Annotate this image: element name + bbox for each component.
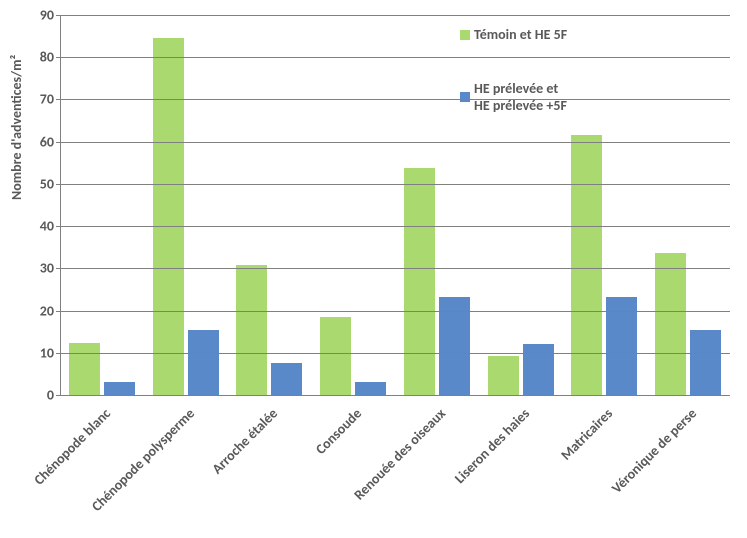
bar-group [488, 344, 554, 396]
bar-series-b [188, 330, 219, 395]
legend-entry: Témoin et HE 5F [460, 25, 567, 43]
y-tick-label: 80 [40, 49, 54, 66]
grid-line [60, 311, 730, 312]
bar-group [571, 135, 637, 395]
bars-layer [60, 15, 730, 395]
bar-group [236, 265, 302, 395]
legend-label: HE prélevée etHE prélevée +5F [474, 80, 567, 114]
legend-label: Témoin et HE 5F [474, 26, 567, 43]
bar-series-b [439, 297, 470, 395]
y-tick-label: 40 [40, 218, 54, 235]
y-tick-label: 50 [40, 175, 54, 192]
grid-line [60, 268, 730, 269]
grid-line [60, 353, 730, 354]
y-tick-mark [56, 226, 60, 227]
y-tick-mark [56, 311, 60, 312]
grid-line [60, 57, 730, 58]
y-tick-label: 90 [40, 7, 54, 24]
bar-series-a [404, 168, 435, 395]
y-tick-mark [56, 142, 60, 143]
y-tick-label: 30 [40, 260, 54, 277]
grid-line [60, 15, 730, 16]
y-tick-label: 60 [40, 133, 54, 150]
y-tick-mark [56, 57, 60, 58]
grid-line [60, 226, 730, 227]
grid-line [60, 184, 730, 185]
bar-series-b [355, 382, 386, 395]
bar-group [153, 38, 219, 395]
bar-series-a [236, 265, 267, 395]
bar-group [320, 317, 386, 395]
bar-series-b [271, 363, 302, 396]
bar-group [404, 168, 470, 395]
y-tick-label: 0 [47, 387, 54, 404]
chart-container: Nombre d'adventices/m² 01020304050607080… [0, 0, 747, 538]
bar-series-a [488, 356, 519, 395]
grid-line [60, 99, 730, 100]
bar-series-b [690, 330, 721, 395]
legend-entry: HE prélevée etHE prélevée +5F [460, 80, 567, 114]
y-axis-label: Nombre d'adventices/m² [8, 55, 25, 200]
legend-swatch [460, 92, 470, 102]
y-tick-mark [56, 395, 60, 396]
grid-line [60, 395, 730, 396]
grid-line [60, 142, 730, 143]
bar-series-a [655, 253, 686, 395]
y-tick-mark [56, 353, 60, 354]
y-tick-label: 70 [40, 91, 54, 108]
bar-group [69, 343, 135, 395]
y-tick-label: 20 [40, 302, 54, 319]
bar-series-b [104, 382, 135, 395]
bar-series-a [69, 343, 100, 395]
y-tick-mark [56, 15, 60, 16]
bar-series-a [320, 317, 351, 395]
bar-series-a [571, 135, 602, 395]
plot-area: 0102030405060708090 [60, 15, 730, 395]
bar-series-b [606, 297, 637, 395]
bar-group [655, 253, 721, 395]
legend-swatch [460, 30, 470, 40]
y-tick-mark [56, 99, 60, 100]
y-tick-label: 10 [40, 344, 54, 361]
bar-series-a [153, 38, 184, 395]
y-tick-mark [56, 268, 60, 269]
y-tick-mark [56, 184, 60, 185]
bar-series-b [523, 344, 554, 396]
